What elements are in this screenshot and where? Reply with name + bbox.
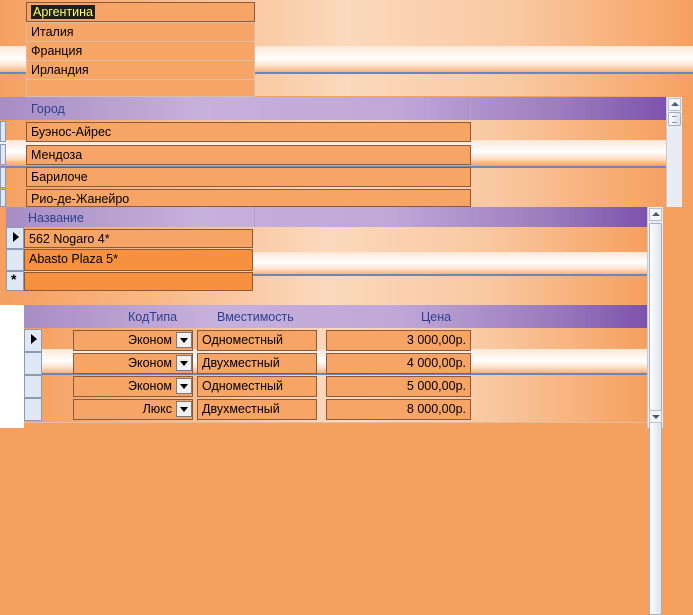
hotel-new-row-selector[interactable]: * [6, 271, 24, 291]
country-row[interactable]: Ирландия [26, 60, 255, 80]
room-capacity[interactable]: Двухместный [197, 399, 317, 420]
hotel-row-selector[interactable] [6, 249, 24, 271]
country-row[interactable]: Италия [26, 22, 255, 42]
room-capacity[interactable]: Одноместный [197, 376, 317, 397]
hotels-header-label: Название [28, 211, 84, 225]
room-type-value: Эконом [128, 379, 172, 393]
rooms-header-price: Цена [421, 310, 452, 324]
country-row[interactable]: Аргентина [26, 2, 255, 22]
dropdown-arrow-icon[interactable] [176, 332, 192, 348]
city-row[interactable]: Буэнос-Айрес [26, 122, 471, 142]
country-name: Италия [31, 25, 74, 39]
hotels-header-bar [6, 207, 647, 227]
city-row-selector[interactable] [0, 189, 6, 207]
cities-header-bar [0, 97, 666, 120]
room-capacity-value: Одноместный [202, 333, 283, 347]
scroll-down-icon[interactable] [649, 410, 662, 423]
country-row-empty[interactable] [26, 79, 255, 97]
hotel-row[interactable]: Abasto Plaza 5* [24, 249, 253, 271]
scroll-up-icon[interactable] [668, 98, 681, 111]
room-row-selector[interactable] [24, 375, 42, 398]
scroll-thumb[interactable] [668, 112, 681, 126]
city-row[interactable]: Барилоче [26, 167, 471, 187]
room-type-combo[interactable]: Эконом [73, 376, 193, 397]
room-capacity-value: Двухместный [202, 356, 280, 370]
room-price[interactable]: 5 000,00р. [326, 376, 471, 397]
country-name: Ирландия [31, 63, 89, 77]
hotel-new-row[interactable] [24, 272, 253, 291]
cities-scrollbar[interactable] [666, 97, 682, 207]
room-price[interactable]: 4 000,00р. [326, 353, 471, 374]
room-type-combo[interactable]: Эконом [73, 353, 193, 374]
dropdown-arrow-icon[interactable] [176, 355, 192, 371]
hotels-divider [6, 274, 647, 276]
current-record-icon [13, 232, 19, 242]
room-price-value: 8 000,00р. [406, 402, 466, 416]
dropdown-arrow-icon[interactable] [176, 401, 192, 417]
room-price-value: 4 000,00р. [406, 356, 466, 370]
city-name: Мендоза [31, 148, 83, 162]
hotel-name: 562 Nogaro 4* [29, 232, 110, 246]
country-name: Франция [31, 44, 83, 58]
room-type-value: Эконом [128, 333, 172, 347]
hotel-row-selector[interactable] [6, 227, 24, 249]
current-record-icon [31, 334, 37, 344]
room-price[interactable]: 3 000,00р. [326, 330, 471, 351]
dropdown-arrow-icon[interactable] [176, 378, 192, 394]
room-row-selector[interactable] [24, 352, 42, 375]
rooms-divider [24, 373, 647, 375]
new-record-icon: * [11, 271, 17, 287]
country-row[interactable]: Франция [26, 41, 255, 61]
city-row-selector[interactable] [0, 121, 6, 142]
hotel-row[interactable]: 562 Nogaro 4* [24, 229, 253, 248]
country-name: Аргентина [31, 5, 95, 19]
room-capacity-value: Одноместный [202, 379, 283, 393]
room-capacity[interactable]: Двухместный [197, 353, 317, 374]
rooms-header-capacity: Вместимость [217, 310, 294, 324]
city-row-selector[interactable] [0, 167, 6, 188]
hotel-name: Abasto Plaza 5* [29, 252, 118, 266]
room-type-value: Люкс [142, 402, 172, 416]
cities-header-cell [26, 97, 471, 120]
bg-divider [0, 72, 693, 74]
rooms-bottom-edge [24, 422, 647, 428]
cities-header-label: Город [31, 102, 65, 116]
room-price-value: 3 000,00р. [406, 333, 466, 347]
city-row-selector[interactable] [0, 144, 6, 165]
rooms-header-type: КодТипа [128, 310, 178, 324]
room-capacity-value: Двухместный [202, 402, 280, 416]
rooms-left-edge [0, 305, 24, 428]
city-name: Рио-де-Жанейро [31, 192, 130, 206]
room-row-selector[interactable] [24, 398, 42, 421]
room-price[interactable]: 8 000,00р. [326, 399, 471, 420]
rooms-header-bar [24, 305, 647, 328]
city-name: Барилоче [31, 170, 88, 184]
city-row[interactable]: Рио-де-Жанейро [26, 189, 471, 207]
scroll-up-icon[interactable] [649, 208, 662, 221]
room-row-selector[interactable] [24, 329, 42, 352]
hotels-scrollbar[interactable] [647, 207, 663, 615]
hotels-header-cell [24, 207, 255, 227]
room-type-value: Эконом [128, 356, 172, 370]
room-capacity[interactable]: Одноместный [197, 330, 317, 351]
city-row[interactable]: Мендоза [26, 145, 471, 165]
city-name: Буэнос-Айрес [31, 125, 112, 139]
room-type-combo[interactable]: Люкс [73, 399, 193, 420]
room-price-value: 5 000,00р. [406, 379, 466, 393]
room-type-combo[interactable]: Эконом [73, 330, 193, 351]
